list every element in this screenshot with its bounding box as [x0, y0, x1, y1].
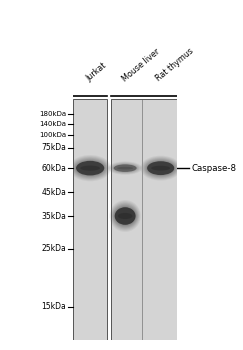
Ellipse shape: [117, 167, 133, 169]
Text: 45kDa: 45kDa: [42, 188, 66, 197]
Text: Mouse liver: Mouse liver: [121, 47, 162, 83]
Ellipse shape: [115, 207, 136, 225]
Ellipse shape: [80, 166, 100, 171]
Ellipse shape: [69, 155, 111, 181]
Bar: [111, 99, 177, 340]
Ellipse shape: [151, 166, 170, 170]
Ellipse shape: [141, 156, 180, 180]
Ellipse shape: [114, 206, 137, 226]
Ellipse shape: [140, 156, 181, 181]
Text: 35kDa: 35kDa: [42, 211, 66, 220]
Ellipse shape: [144, 159, 178, 178]
Bar: [73, 99, 107, 340]
Ellipse shape: [72, 158, 108, 178]
Ellipse shape: [109, 200, 141, 232]
Ellipse shape: [112, 163, 139, 173]
Text: 140kDa: 140kDa: [39, 121, 66, 127]
Ellipse shape: [114, 164, 137, 172]
Ellipse shape: [118, 213, 132, 219]
Ellipse shape: [143, 158, 179, 179]
Text: Rat thymus: Rat thymus: [154, 47, 195, 83]
Ellipse shape: [113, 164, 138, 173]
Text: 60kDa: 60kDa: [42, 164, 66, 173]
Text: 15kDa: 15kDa: [42, 302, 66, 311]
Bar: [73, 99, 107, 340]
Ellipse shape: [76, 161, 104, 175]
Ellipse shape: [111, 203, 139, 230]
Ellipse shape: [145, 159, 176, 177]
Text: 25kDa: 25kDa: [42, 244, 66, 253]
Ellipse shape: [110, 201, 140, 231]
Text: 100kDa: 100kDa: [39, 132, 66, 138]
Ellipse shape: [70, 156, 110, 180]
Ellipse shape: [112, 204, 138, 228]
Ellipse shape: [71, 157, 109, 179]
Text: 180kDa: 180kDa: [39, 111, 66, 117]
Ellipse shape: [147, 161, 174, 175]
Bar: [111, 99, 177, 340]
Text: 75kDa: 75kDa: [42, 144, 66, 153]
Ellipse shape: [111, 163, 139, 174]
Text: Caspase-8: Caspase-8: [192, 164, 237, 173]
Ellipse shape: [74, 159, 107, 177]
Ellipse shape: [113, 205, 137, 227]
Ellipse shape: [75, 160, 105, 176]
Text: Jurkat: Jurkat: [84, 61, 108, 83]
Ellipse shape: [146, 160, 175, 176]
